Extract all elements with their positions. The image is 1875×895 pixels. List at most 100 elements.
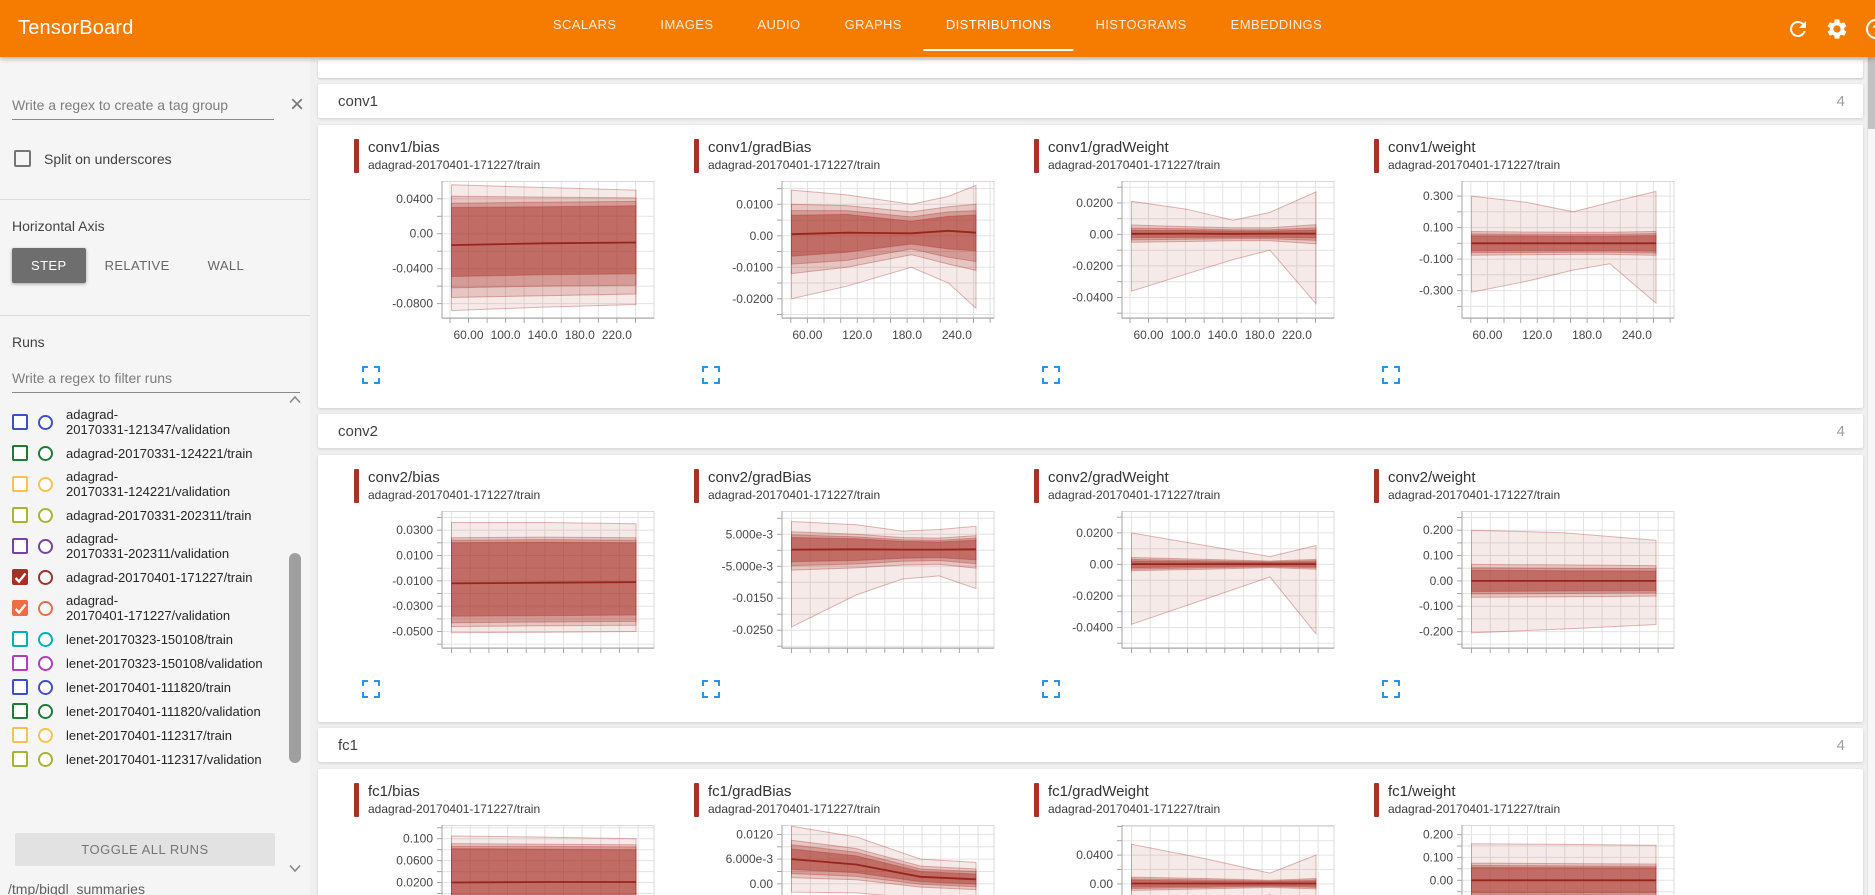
expand-icon[interactable] bbox=[362, 366, 380, 384]
expand-icon[interactable] bbox=[1382, 366, 1400, 384]
svg-text:-0.0800: -0.0800 bbox=[392, 297, 433, 311]
run-checkbox[interactable] bbox=[12, 631, 28, 647]
svg-text:5.000e-3: 5.000e-3 bbox=[726, 527, 774, 541]
run-row[interactable]: adagrad-20170331-202311/train bbox=[12, 503, 282, 527]
tab-images[interactable]: IMAGES bbox=[660, 17, 714, 32]
run-label: adagrad-20170331-202311/train bbox=[66, 507, 252, 523]
svg-text:-0.0200: -0.0200 bbox=[732, 292, 773, 306]
runs-filter-input[interactable] bbox=[12, 366, 300, 393]
run-visibility-circle[interactable] bbox=[38, 569, 53, 585]
run-visibility-circle[interactable] bbox=[38, 655, 53, 671]
toggle-all-runs-button[interactable]: TOGGLE ALL RUNS bbox=[15, 833, 275, 866]
section-count: 4 bbox=[1836, 736, 1845, 754]
expand-icon[interactable] bbox=[362, 680, 380, 698]
section-header-conv1[interactable]: conv1 4 bbox=[318, 84, 1863, 118]
run-row[interactable]: lenet-20170401-111820/validation bbox=[12, 699, 282, 723]
chart-conv1/gradBias: conv1/gradBias adagrad-20170401-171227/tr… bbox=[694, 139, 1034, 384]
run-visibility-circle[interactable] bbox=[38, 751, 53, 767]
wall-button[interactable]: WALL bbox=[189, 248, 264, 283]
tag-regex-input[interactable] bbox=[12, 93, 274, 120]
run-visibility-circle[interactable] bbox=[38, 679, 53, 695]
run-row[interactable]: lenet-20170401-112317/validation bbox=[12, 747, 282, 771]
scroll-up-icon[interactable] bbox=[288, 395, 302, 404]
run-checkbox[interactable] bbox=[12, 445, 28, 461]
run-row[interactable]: lenet-20170323-150108/validation bbox=[12, 651, 282, 675]
run-visibility-circle[interactable] bbox=[38, 476, 53, 492]
expand-icon[interactable] bbox=[1042, 366, 1060, 384]
expand-icon[interactable] bbox=[1382, 680, 1400, 698]
split-underscores-checkbox[interactable] bbox=[14, 150, 31, 167]
tab-scalars[interactable]: SCALARS bbox=[552, 17, 617, 32]
run-row[interactable]: lenet-20170401-112317/train bbox=[12, 723, 282, 747]
chart-title: fc1/bias bbox=[368, 783, 420, 800]
scroll-down-icon[interactable] bbox=[288, 864, 302, 873]
run-row[interactable]: adagrad-20170401-171227/train bbox=[12, 565, 282, 589]
svg-text:60.00: 60.00 bbox=[453, 328, 483, 342]
run-visibility-circle[interactable] bbox=[38, 727, 53, 743]
svg-text:0.0300: 0.0300 bbox=[396, 523, 433, 537]
run-visibility-circle[interactable] bbox=[38, 631, 53, 647]
run-row[interactable]: lenet-20170323-150108/train bbox=[12, 627, 282, 651]
refresh-icon[interactable] bbox=[1786, 17, 1810, 41]
expand-icon[interactable] bbox=[702, 680, 720, 698]
svg-text:180.0: 180.0 bbox=[892, 328, 922, 342]
run-row[interactable]: adagrad- 20170331-121347/validation bbox=[12, 403, 282, 441]
run-visibility-circle[interactable] bbox=[38, 445, 53, 461]
expand-icon[interactable] bbox=[702, 366, 720, 384]
tab-graphs[interactable]: GRAPHS bbox=[844, 17, 902, 32]
svg-text:240.0: 240.0 bbox=[942, 328, 972, 342]
tab-embeddings[interactable]: EMBEDDINGS bbox=[1230, 17, 1323, 32]
svg-text:0.0200: 0.0200 bbox=[1076, 196, 1113, 210]
expand-icon[interactable] bbox=[1042, 680, 1060, 698]
relative-button[interactable]: RELATIVE bbox=[86, 248, 189, 283]
chart-fc1/weight: fc1/weight adagrad-20170401-171227/train 0… bbox=[1374, 783, 1714, 895]
split-underscores-row[interactable]: Split on underscores bbox=[14, 150, 310, 167]
runs-scrollbar[interactable] bbox=[287, 395, 303, 873]
run-visibility-circle[interactable] bbox=[38, 600, 53, 616]
run-checkbox[interactable] bbox=[12, 538, 28, 554]
run-visibility-circle[interactable] bbox=[38, 507, 53, 523]
section-header-fc1[interactable]: fc1 4 bbox=[318, 728, 1863, 762]
run-row[interactable]: adagrad- 20170401-171227/validation bbox=[12, 589, 282, 627]
run-color-bar bbox=[354, 139, 359, 173]
run-checkbox[interactable] bbox=[12, 727, 28, 743]
settings-icon[interactable] bbox=[1825, 17, 1849, 41]
step-button[interactable]: STEP bbox=[12, 248, 86, 283]
tab-audio[interactable]: AUDIO bbox=[757, 17, 801, 32]
run-color-bar bbox=[1374, 139, 1379, 173]
section-title: conv2 bbox=[338, 422, 379, 440]
run-row[interactable]: adagrad- 20170331-124221/validation bbox=[12, 465, 282, 503]
run-visibility-circle[interactable] bbox=[38, 703, 53, 719]
run-checkbox[interactable] bbox=[12, 476, 28, 492]
svg-text:0.0400: 0.0400 bbox=[1076, 848, 1113, 862]
run-checkbox[interactable] bbox=[12, 703, 28, 719]
run-checkbox[interactable] bbox=[12, 751, 28, 767]
section-header-conv2[interactable]: conv2 4 bbox=[318, 414, 1863, 448]
run-row[interactable]: lenet-20170401-111820/train bbox=[12, 675, 282, 699]
run-visibility-circle[interactable] bbox=[38, 538, 53, 554]
svg-text:0.00: 0.00 bbox=[1430, 873, 1454, 887]
run-checkbox[interactable] bbox=[12, 655, 28, 671]
svg-text:0.00: 0.00 bbox=[750, 229, 774, 243]
run-color-bar bbox=[354, 783, 359, 817]
run-checkbox[interactable] bbox=[12, 679, 28, 695]
run-checkbox[interactable] bbox=[12, 600, 28, 616]
log-dir-path: /tmp/bigdl_summaries bbox=[8, 881, 145, 895]
run-checkbox[interactable] bbox=[12, 414, 28, 430]
help-icon[interactable]: ? bbox=[1864, 17, 1875, 41]
page-scroll-thumb[interactable] bbox=[1868, 57, 1875, 129]
run-row[interactable]: adagrad- 20170331-202311/validation bbox=[12, 527, 282, 565]
chart-fc1/bias: fc1/bias adagrad-20170401-171227/train 0.1… bbox=[354, 783, 694, 895]
run-checkbox[interactable] bbox=[12, 507, 28, 523]
run-checkbox[interactable] bbox=[12, 569, 28, 585]
tab-histograms[interactable]: HISTOGRAMS bbox=[1095, 17, 1187, 32]
svg-text:0.00: 0.00 bbox=[1090, 227, 1114, 241]
run-visibility-circle[interactable] bbox=[38, 414, 53, 430]
chart-conv2/bias: conv2/bias adagrad-20170401-171227/train 0… bbox=[354, 469, 694, 698]
close-icon[interactable]: × bbox=[289, 91, 304, 118]
scroll-thumb[interactable] bbox=[289, 553, 301, 763]
charts-card-fc1: fc1/bias adagrad-20170401-171227/train 0.1… bbox=[318, 769, 1863, 895]
page-scrollbar[interactable] bbox=[1867, 57, 1875, 895]
run-row[interactable]: adagrad-20170331-124221/train bbox=[12, 441, 282, 465]
tab-distributions[interactable]: DISTRIBUTIONS bbox=[923, 0, 1074, 51]
